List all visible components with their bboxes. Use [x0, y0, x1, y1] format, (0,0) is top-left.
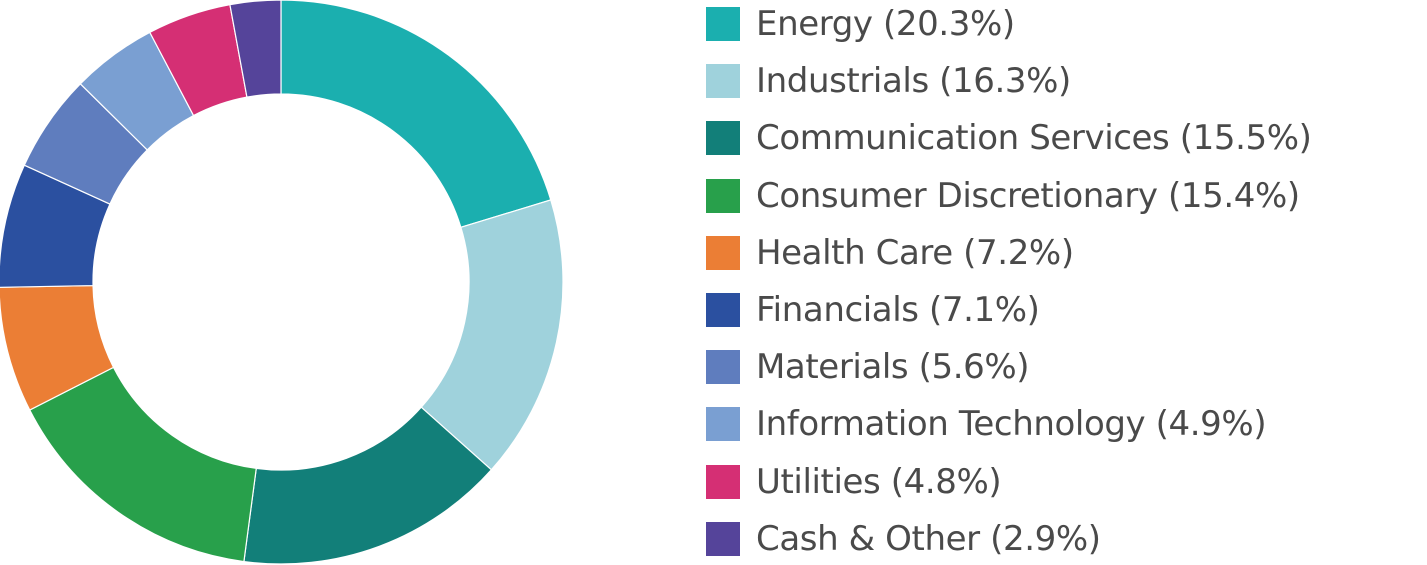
legend-item-energy: Energy (20.3%) [706, 4, 1015, 44]
legend-label: Financials (7.1%) [756, 290, 1040, 330]
legend-swatch [706, 121, 740, 156]
legend-label: Utilities (4.8%) [756, 461, 1002, 502]
legend-item-information-technology: Information Technology (4.9%) [706, 404, 1267, 445]
legend-swatch [706, 64, 740, 99]
legend-swatch [706, 178, 740, 213]
legend-item-industrials: Industrials (16.3%) [706, 61, 1071, 101]
legend-label: Health Care (7.2%) [756, 232, 1074, 273]
donut-slice-cash-and-other [229, 0, 282, 98]
legend-swatch [706, 464, 740, 499]
legend-item-materials: Materials (5.6%) [706, 347, 1030, 388]
legend-swatch [706, 7, 740, 41]
donut-chart [0, 0, 564, 565]
legend-swatch [706, 235, 740, 270]
donut-slice-energy [280, 0, 552, 229]
donut-slice-consumer-discretionary [28, 366, 257, 563]
legend-item-communication-services: Communication Services (15.5%) [706, 118, 1312, 158]
legend-label: Consumer Discretionary (15.4%) [756, 175, 1300, 216]
legend-item-utilities: Utilities (4.8%) [706, 461, 1002, 502]
legend-swatch [706, 521, 740, 556]
legend-label: Information Technology (4.9%) [756, 404, 1267, 445]
legend-swatch [706, 350, 740, 385]
chart-legend: Energy (20.3%) Industrials (16.3%) Communi… [706, 0, 1421, 565]
legend-item-financials: Financials (7.1%) [706, 290, 1040, 330]
legend-label: Cash & Other (2.9%) [756, 518, 1101, 559]
legend-label: Communication Services (15.5%) [756, 118, 1312, 159]
legend-item-health-care: Health Care (7.2%) [706, 233, 1074, 273]
legend-label: Energy (20.3%) [756, 4, 1015, 44]
legend-swatch [706, 293, 740, 327]
legend-item-cash-and-other: Cash & Other (2.9%) [706, 519, 1101, 559]
legend-item-consumer-discretionary: Consumer Discretionary (15.4%) [706, 176, 1300, 216]
legend-swatch [706, 407, 740, 442]
legend-label: Industrials (16.3%) [756, 61, 1071, 102]
legend-label: Materials (5.6%) [756, 347, 1030, 388]
donut-slice-health-care [0, 284, 115, 411]
